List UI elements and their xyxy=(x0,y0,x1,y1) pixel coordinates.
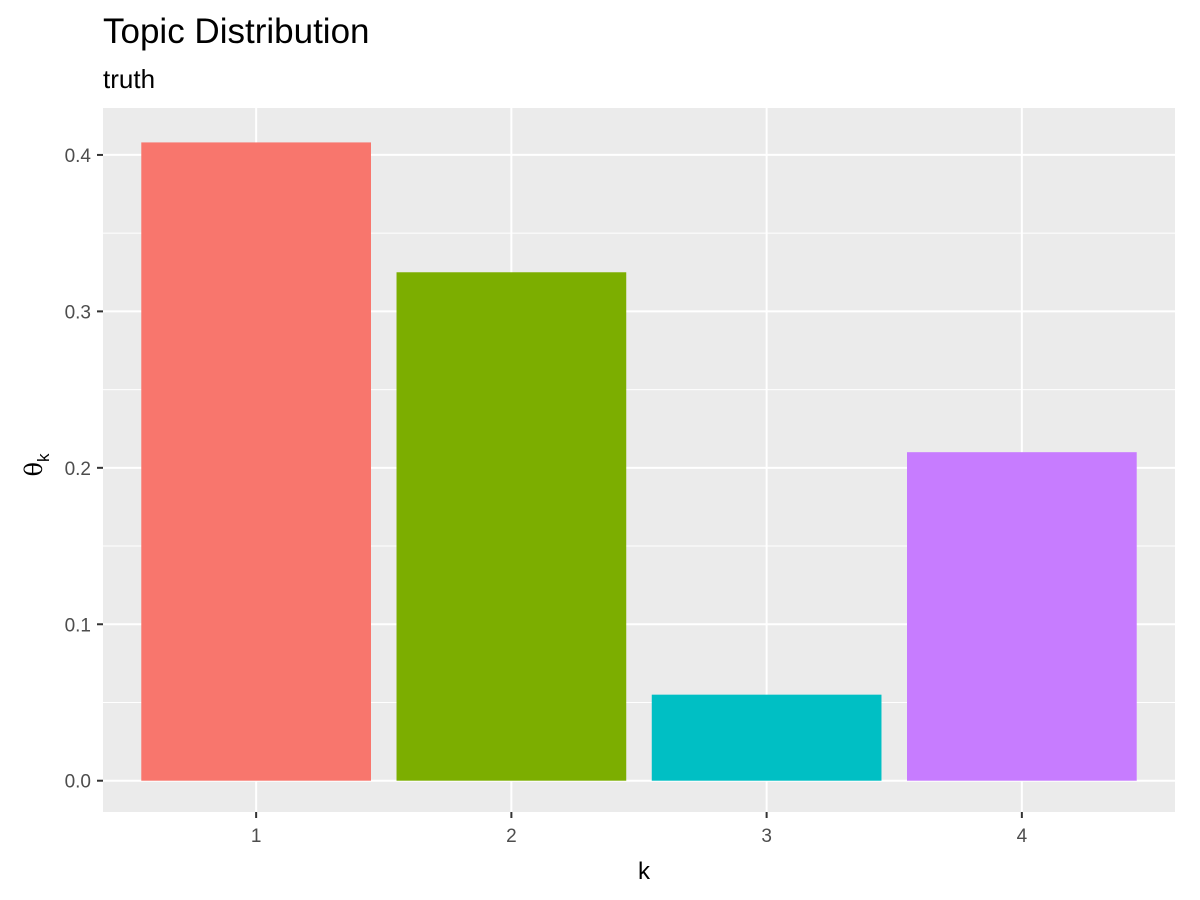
bar-3 xyxy=(651,694,882,781)
svg-text:θk: θk xyxy=(20,453,53,476)
y-tick-label: 0.2 xyxy=(65,459,91,480)
y-tick-label: 0.1 xyxy=(65,615,91,636)
y-tick-label: 0.3 xyxy=(65,302,91,323)
x-axis: 1 2 3 4 xyxy=(251,812,1028,847)
x-tick-label: 1 xyxy=(251,826,262,847)
chart-title: Topic Distribution xyxy=(103,12,370,51)
y-axis-title-subscript: k xyxy=(34,453,53,462)
y-axis-title: θk xyxy=(20,453,53,476)
y-axis: 0.0 0.1 0.2 0.3 0.4 xyxy=(65,146,103,793)
bar-1 xyxy=(141,142,371,781)
bar-4 xyxy=(907,452,1137,781)
y-axis-title-symbol: θ xyxy=(20,462,48,476)
x-tick-label: 4 xyxy=(1017,826,1028,847)
x-tick-label: 2 xyxy=(506,826,517,847)
bar-2 xyxy=(396,272,627,781)
bars xyxy=(141,142,1137,781)
y-tick-label: 0.4 xyxy=(65,146,92,167)
x-tick-label: 3 xyxy=(761,826,772,847)
x-axis-title: k xyxy=(638,858,651,885)
chart-subtitle: truth xyxy=(103,64,155,94)
y-tick-label: 0.0 xyxy=(65,772,91,793)
